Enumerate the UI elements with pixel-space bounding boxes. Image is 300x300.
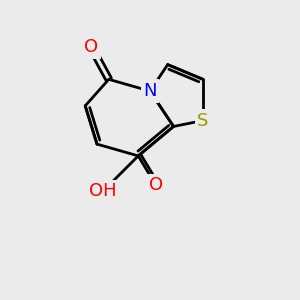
Text: OH: OH [89,182,117,200]
Text: S: S [197,112,209,130]
Text: O: O [84,38,98,56]
Text: O: O [149,176,163,194]
Text: N: N [143,82,157,100]
